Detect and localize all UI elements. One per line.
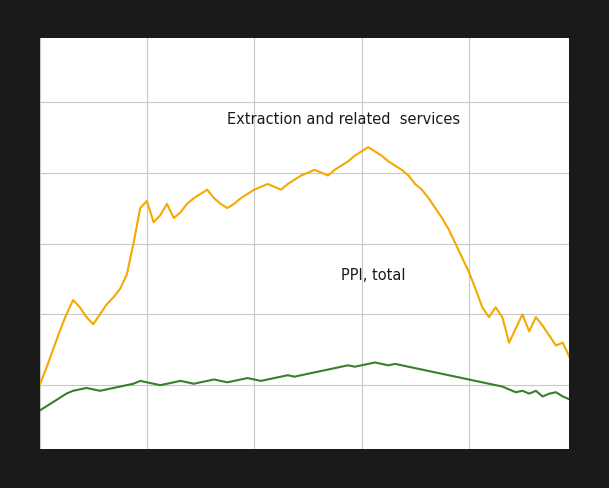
Text: PPI, total: PPI, total xyxy=(342,267,406,283)
Text: Extraction and related  services: Extraction and related services xyxy=(227,112,460,127)
